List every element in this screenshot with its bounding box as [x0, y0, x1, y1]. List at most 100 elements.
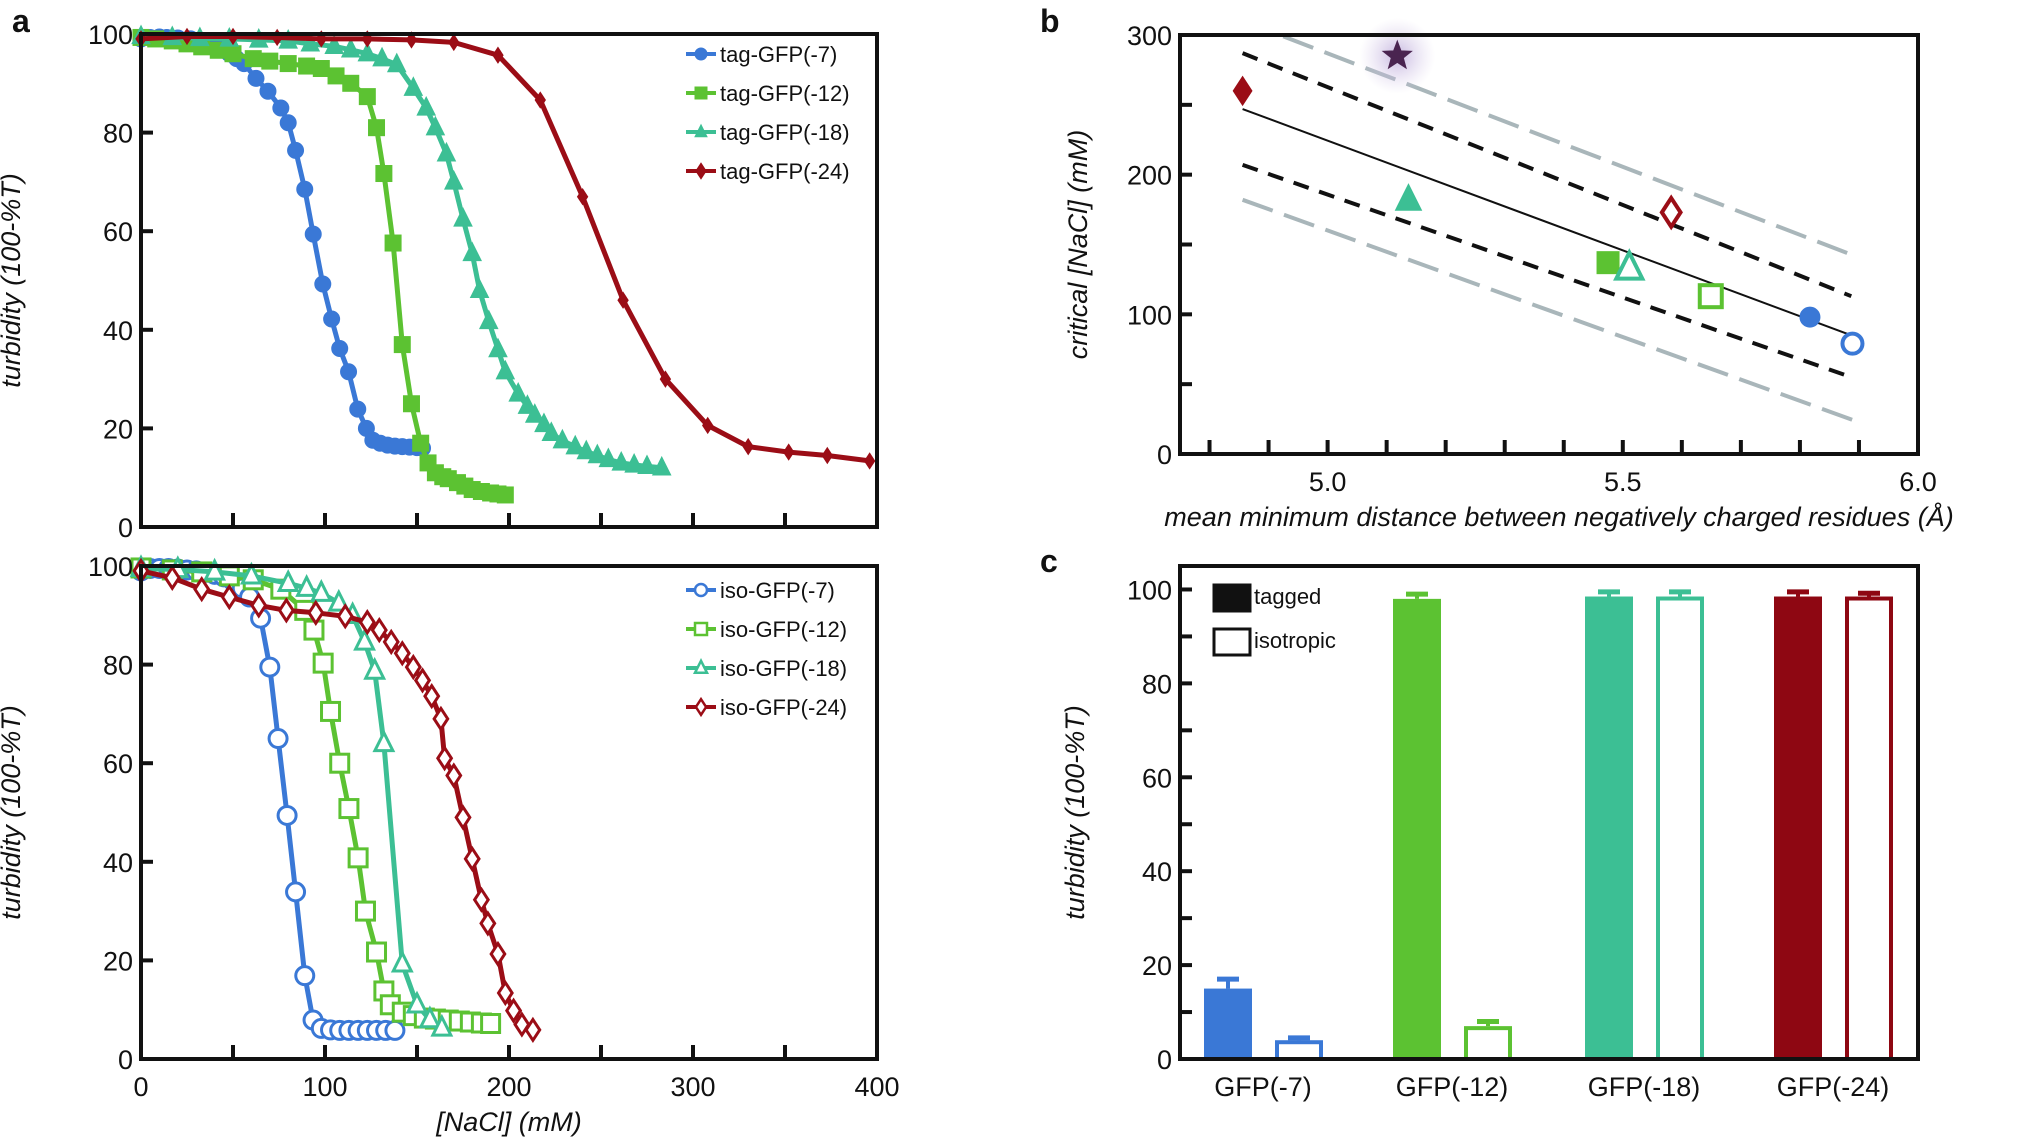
data-point-square — [1697, 283, 1724, 310]
data-point — [279, 114, 297, 132]
data-point — [651, 455, 672, 476]
y-tick-label: 200 — [1127, 161, 1172, 191]
legend-label: tagged — [1254, 584, 1321, 609]
data-point — [496, 486, 514, 504]
data-point — [393, 336, 411, 354]
data-point — [617, 291, 629, 309]
data-point — [611, 450, 632, 471]
data-point — [541, 421, 562, 442]
series-tag-GFP(-12) — [132, 28, 514, 504]
data-point-diamond — [1232, 75, 1253, 107]
data-point — [363, 656, 387, 680]
legend-item: tagged — [1212, 583, 1321, 613]
data-point — [309, 578, 333, 602]
data-point — [524, 1016, 542, 1044]
data-point — [342, 74, 360, 92]
data-point — [821, 446, 834, 465]
legend-item: iso-GFP(-18) — [686, 656, 847, 681]
data-point — [492, 46, 504, 64]
y-tick-label: 60 — [1142, 763, 1172, 793]
series-line — [140, 35, 506, 498]
data-point — [659, 370, 672, 388]
data-point — [432, 705, 450, 732]
data-point — [372, 46, 392, 67]
data-point — [430, 1013, 454, 1037]
data-point — [295, 574, 319, 597]
data-point — [390, 949, 414, 973]
data-point — [239, 561, 263, 585]
legend-label: iso-GFP(-7) — [720, 578, 835, 603]
x-tick-label: 200 — [486, 1072, 531, 1102]
x-tick-label: 5.0 — [1309, 467, 1347, 497]
legend-label: tag-GFP(-18) — [720, 120, 850, 145]
confidence-band-line — [1241, 51, 1853, 299]
prediction-band-line — [1241, 197, 1855, 423]
legend-marker — [694, 696, 708, 718]
data-point — [370, 616, 388, 644]
series-line — [140, 34, 662, 471]
series-line — [140, 34, 423, 451]
data-point — [384, 234, 402, 252]
data-point — [259, 82, 277, 100]
legend-marker — [694, 123, 708, 138]
legend-item: iso-GFP(-12) — [686, 617, 847, 642]
data-point — [598, 447, 619, 468]
data-point — [354, 900, 376, 922]
chart-turbidity-bars: GFP(-7) GFP(-12) GFP(-18) GFP(-24) tagged iso… — [1060, 564, 1920, 1102]
legend-label: tag-GFP(-7) — [720, 42, 837, 67]
y-tick-label: 40 — [103, 848, 133, 878]
y-tick-label: 80 — [103, 119, 133, 149]
confidence-band-line — [1241, 163, 1852, 380]
data-point — [347, 847, 369, 869]
y-tick-label: 100 — [1127, 300, 1172, 330]
data-point — [469, 278, 490, 299]
data-point — [294, 965, 316, 987]
data-point — [287, 141, 305, 159]
y-axis-title: turbidity (100-%T) — [0, 173, 26, 388]
legend-marker — [693, 582, 709, 598]
legend-item: iso-GFP(-24) — [686, 695, 847, 720]
y-tick-label: 20 — [103, 946, 133, 976]
plot-frame — [139, 564, 879, 1061]
data-point — [375, 165, 393, 183]
y-tick-label: 80 — [1142, 669, 1172, 699]
plot-frame — [1178, 564, 1920, 1061]
data-point — [340, 363, 358, 381]
bar-tagged — [1204, 988, 1252, 1059]
legend-label: iso-GFP(-24) — [720, 695, 847, 720]
data-point — [331, 340, 349, 358]
data-point — [304, 225, 322, 243]
data-point — [244, 50, 262, 68]
data-point — [307, 599, 325, 626]
data-point — [314, 275, 332, 293]
data-point — [637, 454, 657, 475]
data-point — [340, 37, 361, 58]
legend-swatch — [1212, 627, 1252, 657]
legend-label: isotropic — [1254, 628, 1336, 653]
data-point — [220, 583, 238, 611]
data-point-circle — [1840, 331, 1865, 356]
data-point — [413, 667, 432, 694]
data-point — [267, 728, 289, 750]
chart-isotropic-turbidity: iso-GFP(-7) iso-GFP(-12) iso-GFP(-18) iso-G… — [0, 552, 900, 1137]
chart-tagged-turbidity: tag-GFP(-7) tag-GFP(-12) tag-GFP(-18) tag-G… — [0, 20, 879, 543]
data-point — [285, 881, 307, 903]
x-tick-label: 5.5 — [1604, 467, 1642, 497]
data-point — [272, 99, 290, 117]
legend-item: tag-GFP(-7) — [686, 42, 837, 67]
data-point — [261, 52, 279, 70]
data-point — [453, 206, 473, 227]
data-point — [259, 656, 281, 678]
bar-isotropic — [1845, 596, 1893, 1061]
legend-item: tag-GFP(-12) — [686, 81, 850, 106]
category-label: GFP(-18) — [1588, 1072, 1701, 1102]
y-tick-label: 0 — [118, 513, 133, 543]
legend-label: tag-GFP(-12) — [720, 81, 850, 106]
chart-critical-nacl: 0 100 200 300 5.0 5.5 6.0 critical [NaCl] (mM) m… — [1063, 17, 1954, 532]
category-label: GFP(-24) — [1777, 1072, 1890, 1102]
y-tick-label: 100 — [88, 20, 133, 50]
data-point — [489, 940, 507, 968]
data-point — [358, 88, 376, 106]
panel-label-c: c — [1040, 543, 1058, 579]
data-point — [425, 115, 446, 136]
